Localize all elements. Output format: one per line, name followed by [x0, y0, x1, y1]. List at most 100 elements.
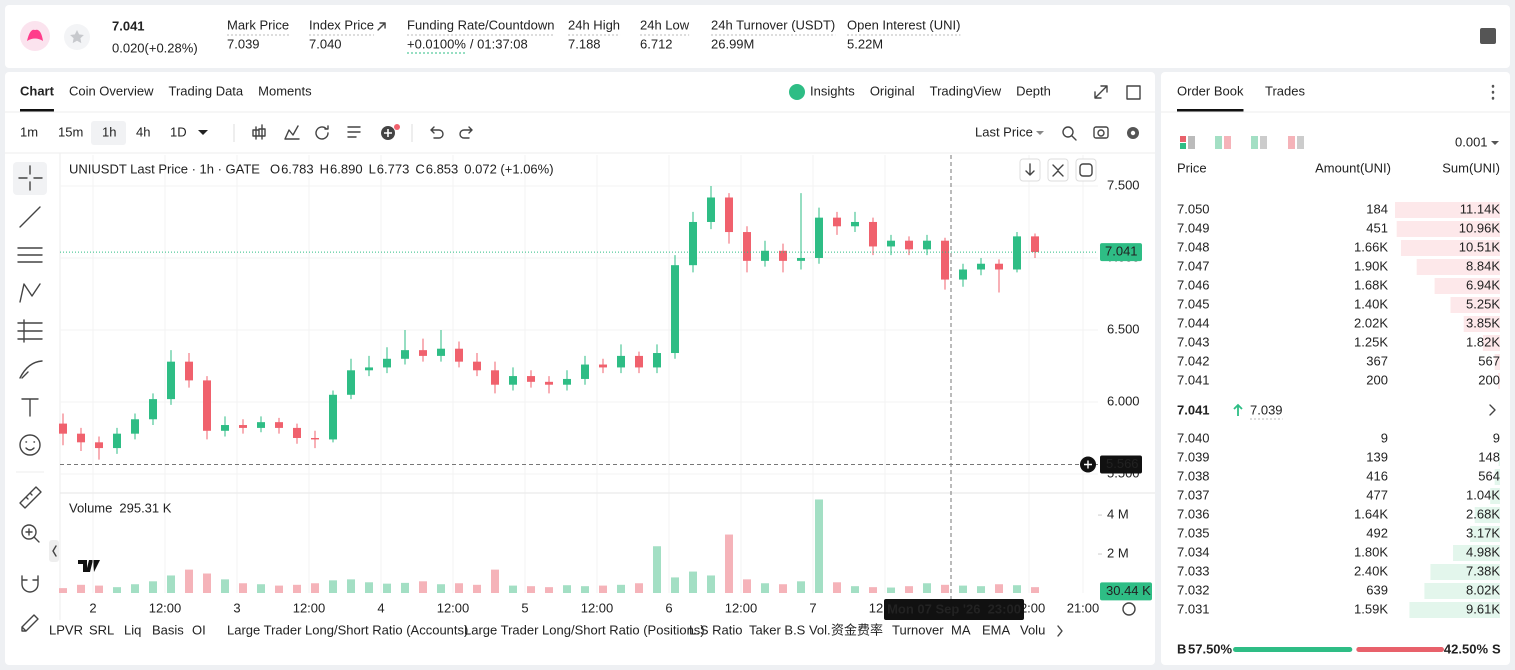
ob-tab[interactable]: Trades	[1265, 83, 1305, 98]
ruler-tool[interactable]	[19, 486, 42, 509]
indicator-tab[interactable]: L.S Ratio	[689, 622, 742, 637]
indicator-tab[interactable]: OI	[192, 622, 206, 637]
mid-chevron[interactable]	[1489, 404, 1496, 416]
ob-price[interactable]: 7.042	[1177, 353, 1210, 368]
candle-body	[527, 376, 535, 382]
indicator-tab[interactable]: Large Trader Long/Short Ratio (Positions…	[464, 622, 705, 637]
search-icon[interactable]	[1062, 126, 1074, 138]
ob-price[interactable]: 7.043	[1177, 334, 1210, 349]
indicator-tab[interactable]: Basis	[152, 622, 184, 637]
ob-price[interactable]: 7.037	[1177, 487, 1210, 502]
ob-price[interactable]: 7.033	[1177, 563, 1210, 578]
ob-price[interactable]: 7.031	[1177, 601, 1210, 616]
volume-bar	[365, 582, 373, 593]
chart-tab[interactable]: Trading Data	[168, 83, 243, 98]
interval[interactable]: 15m	[58, 124, 83, 139]
text-tool[interactable]	[21, 398, 39, 417]
brush-tool[interactable]	[19, 360, 43, 379]
ob-price[interactable]: 7.046	[1177, 277, 1210, 292]
undo-icon[interactable]	[430, 126, 444, 139]
volume-title: Volume	[69, 500, 112, 515]
indicator-icon[interactable]	[284, 125, 300, 140]
interval[interactable]: 1h	[102, 124, 116, 139]
ob-price[interactable]: 7.034	[1177, 544, 1210, 559]
view-tab[interactable]: Insights	[810, 83, 855, 98]
indicator-tab[interactable]: SRL	[89, 622, 114, 637]
indicator-tab[interactable]: Taker B.S Vol.	[749, 622, 831, 637]
interval-caret[interactable]	[198, 130, 208, 135]
collapse-tab[interactable]	[49, 540, 59, 562]
template-icon[interactable]	[347, 126, 361, 138]
chart-tab[interactable]: Coin Overview	[69, 83, 154, 98]
chart-settings-icon[interactable]	[1122, 602, 1136, 616]
zoom-tool[interactable]	[21, 524, 37, 540]
magnet-tool[interactable]	[21, 575, 39, 593]
ob-price[interactable]: 7.047	[1177, 258, 1210, 273]
ob-price[interactable]: 7.045	[1177, 296, 1210, 311]
ob-tab[interactable]: Order Book	[1177, 83, 1244, 98]
volume-bar	[221, 579, 229, 593]
indicator-tab[interactable]: MA	[951, 622, 971, 637]
ob-price[interactable]: 7.048	[1177, 239, 1210, 254]
replay-icon[interactable]	[315, 125, 329, 140]
expand-icon[interactable]	[1094, 85, 1108, 99]
indicators-more[interactable]	[1057, 625, 1063, 637]
price-type-caret[interactable]	[1036, 131, 1044, 135]
layout-icon[interactable]	[1251, 136, 1258, 149]
interval[interactable]: 4h	[136, 124, 150, 139]
chart-tab[interactable]: Moments	[258, 83, 312, 98]
legend-button[interactable]	[1075, 158, 1097, 182]
ohlc-value: 6.890	[330, 161, 363, 176]
ob-price[interactable]: 7.032	[1177, 582, 1210, 597]
candle-body	[113, 433, 121, 449]
ob-amount: 477	[1366, 487, 1388, 502]
fib-tool[interactable]	[17, 247, 43, 263]
ob-price[interactable]: 7.036	[1177, 506, 1210, 521]
ob-price[interactable]: 7.035	[1177, 525, 1210, 540]
projection-tool[interactable]	[17, 319, 43, 343]
indicator-tab[interactable]: Liq	[124, 622, 141, 637]
indicator-tab[interactable]: Volu	[1020, 622, 1045, 637]
indicator-tab[interactable]: Turnover	[892, 622, 944, 637]
precision-caret[interactable]	[1491, 141, 1499, 145]
window-icon[interactable]	[1126, 85, 1141, 100]
layout-icon[interactable]	[1288, 136, 1295, 149]
view-tab[interactable]: Original	[870, 83, 915, 98]
interval[interactable]: 1D	[170, 124, 187, 139]
ob-price[interactable]: 7.039	[1177, 449, 1210, 464]
precision[interactable]: 0.001	[1455, 134, 1488, 149]
layout-icon[interactable]	[1215, 136, 1222, 149]
stat-label: 24h Low	[640, 17, 690, 32]
zoom-tool-handle	[25, 528, 40, 543]
view-tab[interactable]: Depth	[1016, 83, 1051, 98]
indicator-tab[interactable]: Large Trader Long/Short Ratio (Accounts)	[227, 622, 468, 637]
volume-bar	[869, 587, 877, 593]
crosshair-tool[interactable]	[18, 165, 43, 191]
chart-tab[interactable]: Chart	[20, 83, 55, 98]
pencil-tool[interactable]	[21, 614, 39, 632]
interval[interactable]: 1m	[20, 124, 38, 139]
indicator-tab[interactable]: EMA	[982, 622, 1011, 637]
indicator-tab[interactable]: LPVR	[49, 622, 83, 637]
view-tab[interactable]: TradingView	[930, 83, 1002, 98]
pattern-tool[interactable]	[19, 283, 41, 303]
price-type[interactable]: Last Price	[975, 124, 1033, 139]
camera-icon[interactable]	[1093, 126, 1109, 139]
ob-price[interactable]: 7.040	[1177, 430, 1210, 445]
last-price-marker: 7.041	[1105, 244, 1138, 259]
ob-price[interactable]: 7.044	[1177, 315, 1210, 330]
ob-column: Sum(UNI)	[1442, 160, 1500, 175]
ob-sum: 8.84K	[1466, 258, 1500, 273]
ob-price[interactable]: 7.041	[1177, 372, 1210, 387]
header-icon[interactable]	[1480, 28, 1496, 44]
ob-price[interactable]: 7.049	[1177, 220, 1210, 235]
redo-icon[interactable]	[459, 126, 473, 139]
trendline-tool[interactable]	[19, 206, 41, 228]
candle-body	[77, 433, 85, 443]
emoji-tool[interactable]	[19, 434, 41, 456]
indicator-tab[interactable]: 资金费率	[831, 622, 883, 637]
ob-price[interactable]: 7.038	[1177, 468, 1210, 483]
layout-icon[interactable]	[1180, 136, 1186, 142]
candle-type-icon[interactable]	[252, 124, 266, 140]
ob-price[interactable]: 7.050	[1177, 201, 1210, 216]
